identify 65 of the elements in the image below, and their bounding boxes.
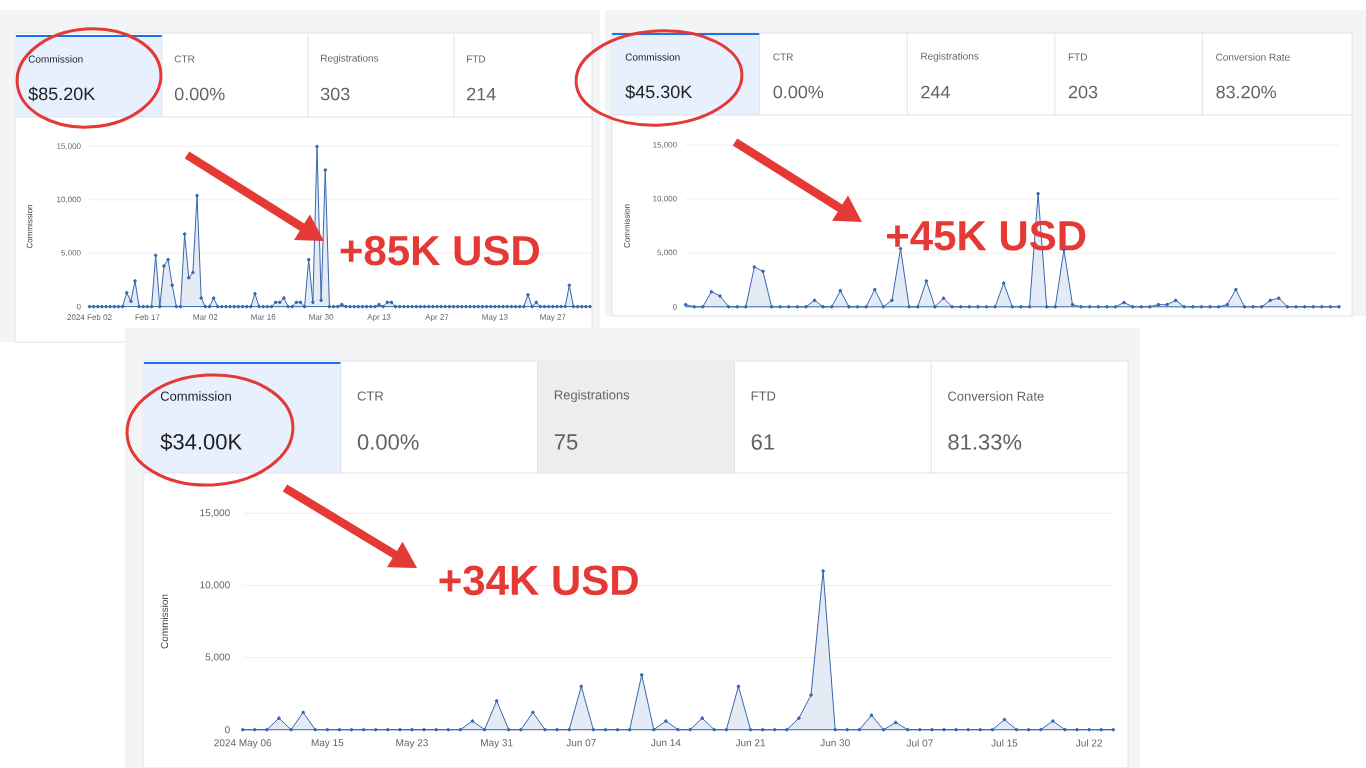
x-tick-label: Jun 21	[735, 739, 766, 747]
y-axis-title: Commission	[623, 204, 630, 248]
text: CTR	[357, 391, 384, 401]
text: Registrations	[554, 389, 630, 403]
text: 0.00%	[357, 434, 419, 450]
text: Registrations	[921, 52, 979, 62]
x-tick-label: May 13	[482, 314, 508, 322]
x-tick-label: 2024 Feb 02	[67, 314, 112, 320]
x-tick-label: May 31	[481, 739, 513, 749]
y-tick-label: 5,000	[205, 653, 230, 662]
x-tick-label: Jun 14	[651, 739, 681, 747]
annotation: +85K USD	[340, 235, 539, 266]
x-tick-label: Jun 07	[566, 739, 596, 747]
x-tick-label: Apr 27	[425, 314, 449, 322]
text: Conversion Rate	[948, 391, 1044, 401]
x-tick-label: Apr 13	[367, 314, 391, 322]
text: Conversion Rate	[1216, 53, 1290, 61]
x-tick-label: Jul 07	[906, 739, 933, 747]
text: CTR	[174, 55, 195, 63]
x-tick-label: May 15	[311, 739, 344, 749]
y-tick-label: 10,000	[200, 581, 230, 590]
text: FTD	[1068, 53, 1087, 61]
annotation: +34K USD	[439, 565, 638, 596]
y-axis-title: Commission	[26, 205, 33, 249]
text: Registrations	[321, 54, 379, 64]
x-tick-label: May 27	[540, 314, 566, 322]
y-tick-label: 0	[672, 303, 677, 310]
text: 244	[921, 85, 950, 99]
text: $45.30K	[625, 84, 693, 100]
text: 214	[467, 87, 496, 101]
text: $34.00K	[160, 433, 242, 451]
text: 75	[554, 434, 578, 450]
y-tick-label: 10,000	[57, 196, 81, 204]
text: Commission	[160, 391, 231, 401]
x-tick-label: Jul 22	[1075, 739, 1102, 747]
y-tick-label: 0	[76, 303, 81, 310]
y-axis-title: Commission	[160, 594, 169, 649]
text: $85.20K	[28, 86, 96, 102]
y-tick-label: 0	[225, 726, 230, 734]
text: FTD	[751, 391, 776, 401]
y-tick-label: 5,000	[61, 249, 81, 257]
text: 303	[320, 87, 350, 101]
x-tick-label: Jul 15	[991, 739, 1018, 747]
y-tick-label: 5,000	[657, 249, 677, 257]
x-tick-label: Mar 30	[309, 314, 334, 320]
text: 81.33%	[948, 434, 1022, 450]
x-tick-label: Mar 02	[193, 314, 218, 320]
text: 203	[1068, 85, 1098, 99]
x-tick-label: May 23	[396, 739, 428, 749]
x-tick-label: Feb 17	[135, 314, 160, 320]
text: CTR	[773, 53, 793, 61]
y-tick-label: 10,000	[653, 195, 677, 203]
text: Commission	[28, 55, 83, 63]
x-tick-label: Jun 30	[820, 739, 850, 747]
y-tick-label: 15,000	[57, 143, 81, 150]
text: 0.00%	[773, 85, 824, 99]
text: FTD	[467, 55, 486, 63]
y-tick-label: 15,000	[653, 141, 677, 149]
y-tick-label: 15,000	[200, 509, 230, 518]
text: 83.20%	[1216, 85, 1277, 99]
text: 0.00%	[174, 87, 225, 101]
text: Commission	[625, 53, 680, 61]
x-tick-label: Mar 16	[251, 314, 276, 320]
text: 61	[751, 434, 774, 450]
x-tick-label: 2024 May 06	[214, 739, 272, 749]
